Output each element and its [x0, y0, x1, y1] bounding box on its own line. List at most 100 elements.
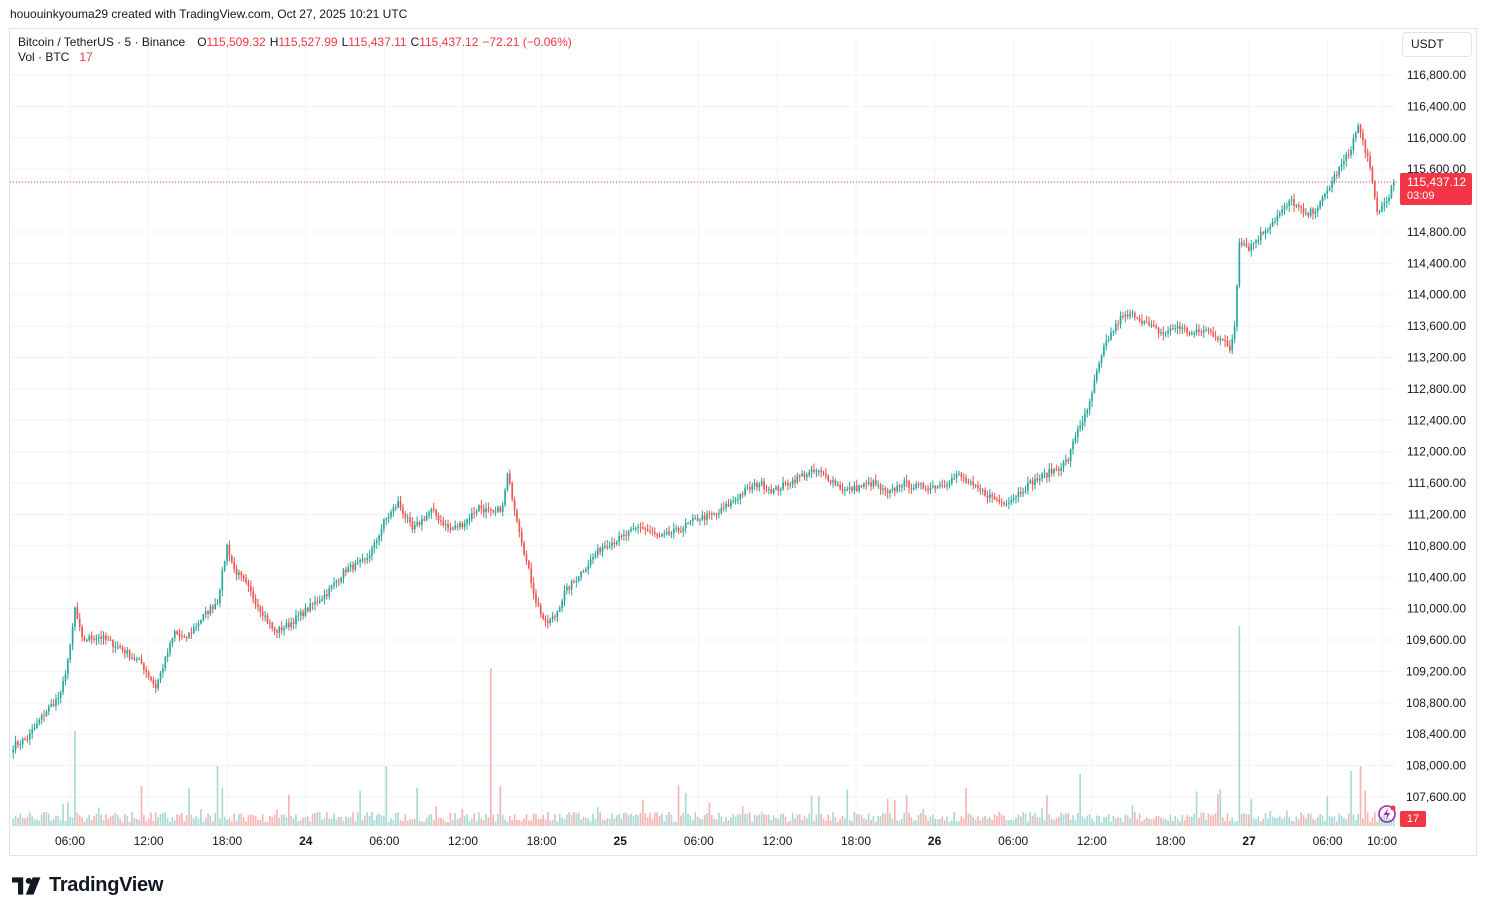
volume-bar: [1255, 819, 1257, 826]
low-value: 115,437.11: [348, 35, 407, 49]
volume-bar: [105, 814, 107, 826]
volume-bar: [763, 814, 765, 826]
candle-body: [789, 484, 792, 486]
volume-bar: [898, 820, 901, 826]
candle-body: [463, 523, 466, 527]
candle-body: [1295, 204, 1298, 206]
candle-body: [822, 472, 825, 474]
ohlc-row: Bitcoin / TetherUS · 5 · Binance O115,50…: [18, 35, 572, 50]
volume-bar: [1179, 821, 1181, 826]
candle-body: [264, 615, 266, 617]
candle-body: [1205, 329, 1207, 331]
price-tick-label: 108,000.00: [1406, 759, 1466, 773]
candle-body: [318, 600, 321, 603]
candle-body: [936, 486, 939, 489]
volume-value: 17: [79, 50, 93, 64]
volume-bar: [152, 820, 155, 826]
candle-body: [50, 704, 53, 707]
candlesticks: [12, 122, 1395, 759]
candle-body: [1164, 333, 1167, 335]
candle-body: [1250, 244, 1253, 251]
volume-bar: [1036, 817, 1039, 826]
candle-body: [1333, 175, 1336, 182]
volume-bar: [468, 820, 471, 826]
candle-body: [1385, 200, 1388, 204]
volume-bar: [668, 812, 670, 826]
candle-body: [611, 542, 613, 547]
candle-body: [12, 749, 15, 753]
currency-button[interactable]: USDT: [1402, 32, 1472, 57]
candle-body: [594, 554, 597, 558]
candle-body: [751, 485, 754, 490]
volume-bar: [1371, 817, 1374, 826]
candle-body: [473, 512, 476, 514]
volume-bar: [630, 813, 632, 826]
volume-bar: [268, 816, 271, 826]
candle-body: [855, 485, 858, 491]
candle-body: [62, 681, 64, 692]
volume-bar: [1150, 819, 1153, 826]
symbol-label[interactable]: Bitcoin / TetherUS · 5 · Binance: [18, 35, 186, 49]
volume-bar: [551, 819, 554, 826]
candle-body: [143, 663, 145, 670]
candle-body: [713, 513, 716, 515]
volume-bar: [1383, 812, 1386, 826]
candle-body: [1074, 437, 1077, 442]
candle-body: [1148, 321, 1150, 326]
candle-body: [977, 485, 979, 489]
volume-bar: [169, 821, 171, 826]
candle-body: [499, 507, 502, 512]
volume-bar: [404, 814, 407, 826]
volume-bar: [796, 814, 799, 826]
volume-bar: [656, 812, 658, 826]
volume-bar: [185, 815, 188, 826]
candle-body: [1167, 331, 1169, 334]
candle-body: [934, 485, 937, 489]
volume-bar: [387, 821, 390, 826]
volume-bar: [1221, 817, 1224, 826]
candle-body: [271, 622, 274, 629]
volume-bar: [497, 813, 499, 826]
candle-body: [889, 490, 891, 494]
volume-bar: [1095, 815, 1098, 826]
volume-bar: [40, 814, 43, 826]
candle-body: [1231, 338, 1234, 351]
candle-body: [219, 590, 221, 604]
volume-bar: [998, 812, 1001, 826]
candle-body: [820, 470, 822, 473]
volume-bar: [290, 816, 293, 826]
candle-body: [606, 546, 609, 548]
volume-bar: [513, 814, 516, 826]
volume-bar: [1048, 813, 1051, 826]
volume-bar: [459, 817, 461, 826]
candle-body: [1345, 154, 1348, 161]
volume-label[interactable]: Vol · BTC: [18, 50, 70, 64]
volume-bar: [423, 821, 426, 826]
candle-body: [402, 507, 404, 514]
candle-body: [371, 548, 373, 556]
candle-body: [1350, 149, 1352, 155]
lightning-icon[interactable]: [1377, 804, 1397, 824]
candle-body: [399, 501, 402, 508]
volume-bar: [337, 816, 340, 826]
candle-body: [1347, 154, 1350, 156]
candle-body: [1055, 468, 1058, 470]
volume-bar: [1302, 815, 1305, 826]
candle-body: [1174, 328, 1177, 330]
candle-body: [361, 559, 364, 561]
volume-bar: [264, 821, 266, 826]
volume-bar: [570, 815, 573, 826]
volume-bar: [1366, 812, 1369, 826]
volume-bar: [768, 814, 770, 826]
volume-bar: [409, 819, 411, 826]
candle-body: [183, 636, 186, 638]
candle-body: [701, 515, 704, 520]
last-price-badge: 115,437.12 03:09: [1400, 173, 1472, 205]
candle-body: [247, 582, 250, 587]
candle-body: [342, 569, 345, 579]
open-value: 115,509.32: [206, 35, 266, 49]
volume-bar: [1245, 814, 1248, 826]
volume-bar: [238, 814, 240, 826]
tradingview-logo[interactable]: TradingView: [12, 874, 163, 897]
